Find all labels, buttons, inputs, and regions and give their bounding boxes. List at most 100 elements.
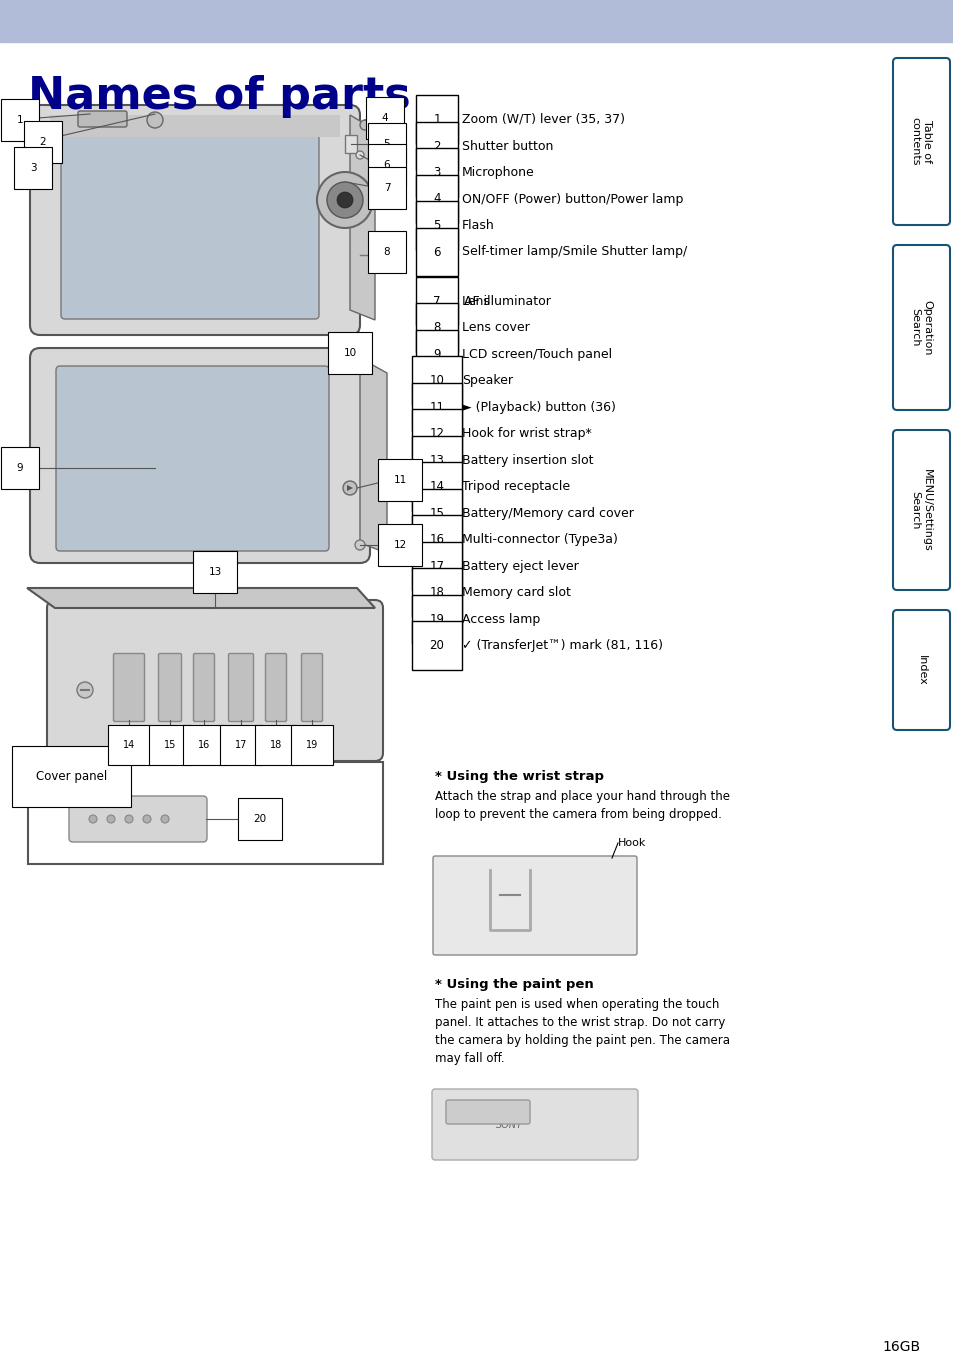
Circle shape: [327, 182, 363, 218]
Text: 12: 12: [429, 427, 444, 439]
Bar: [0, 0, 953, 42]
FancyBboxPatch shape: [47, 600, 382, 761]
Text: 8: 8: [433, 320, 440, 334]
FancyBboxPatch shape: [193, 653, 214, 721]
FancyBboxPatch shape: [78, 111, 127, 127]
Text: 4: 4: [433, 193, 440, 205]
Text: Hook for wrist strap*: Hook for wrist strap*: [461, 427, 591, 439]
Text: 1: 1: [16, 115, 23, 125]
Text: Tripod receptacle: Tripod receptacle: [461, 481, 570, 493]
Text: 14: 14: [429, 481, 444, 493]
Text: Zoom (W/T) lever (35, 37): Zoom (W/T) lever (35, 37): [461, 114, 624, 126]
Text: 5: 5: [433, 219, 440, 231]
Text: 9: 9: [433, 348, 440, 360]
Text: 12: 12: [393, 539, 406, 550]
Circle shape: [333, 366, 336, 370]
Text: AF illuminator: AF illuminator: [463, 294, 550, 308]
FancyBboxPatch shape: [892, 245, 949, 409]
FancyBboxPatch shape: [892, 430, 949, 590]
Text: 11: 11: [393, 475, 406, 485]
Text: 6: 6: [383, 160, 390, 170]
Text: Hook: Hook: [618, 838, 646, 847]
Circle shape: [316, 172, 373, 229]
Circle shape: [50, 131, 56, 138]
FancyBboxPatch shape: [433, 856, 637, 956]
Text: 1: 1: [433, 114, 440, 126]
Text: 2: 2: [40, 137, 47, 146]
Text: 13: 13: [429, 453, 444, 467]
Text: Multi-connector (Type3a): Multi-connector (Type3a): [461, 533, 618, 546]
FancyBboxPatch shape: [56, 366, 329, 550]
Text: LCD screen/Touch panel: LCD screen/Touch panel: [461, 348, 612, 360]
FancyBboxPatch shape: [446, 1101, 530, 1124]
Text: 3: 3: [30, 163, 36, 172]
Polygon shape: [359, 359, 387, 553]
FancyBboxPatch shape: [158, 653, 181, 721]
Text: 17: 17: [234, 741, 247, 750]
Text: ✓ (TransferJet™) mark (81, 116): ✓ (TransferJet™) mark (81, 116): [461, 639, 662, 652]
FancyBboxPatch shape: [30, 348, 370, 563]
FancyBboxPatch shape: [432, 1088, 638, 1160]
Text: 5: 5: [383, 140, 390, 149]
Text: MENU/Settings
Search: MENU/Settings Search: [910, 468, 931, 552]
Text: Cover panel: Cover panel: [36, 769, 107, 783]
Text: 6: 6: [433, 245, 440, 259]
Text: 7: 7: [383, 183, 390, 193]
Text: 3: 3: [433, 166, 440, 179]
Text: Lens cover: Lens cover: [461, 320, 529, 334]
Text: 18: 18: [270, 741, 282, 750]
Text: 15: 15: [164, 741, 176, 750]
Text: ON/OFF (Power) button/Power lamp: ON/OFF (Power) button/Power lamp: [461, 193, 682, 205]
Text: SONY: SONY: [496, 1120, 523, 1129]
Text: Battery/Memory card cover: Battery/Memory card cover: [461, 507, 633, 519]
Text: 19: 19: [429, 612, 444, 626]
Circle shape: [355, 539, 365, 550]
Text: 16: 16: [429, 533, 444, 546]
Text: Self-timer lamp/Smile Shutter lamp/: Self-timer lamp/Smile Shutter lamp/: [461, 245, 686, 259]
Circle shape: [125, 815, 132, 823]
Text: 20: 20: [253, 815, 266, 824]
Text: 10: 10: [429, 374, 444, 387]
Text: 14: 14: [123, 741, 135, 750]
Text: 16GB: 16GB: [882, 1340, 919, 1354]
Circle shape: [161, 815, 169, 823]
Circle shape: [89, 815, 97, 823]
Text: Microphone: Microphone: [461, 166, 535, 179]
Text: 8: 8: [383, 246, 390, 257]
Circle shape: [340, 366, 345, 370]
Circle shape: [107, 815, 115, 823]
Text: Names of parts: Names of parts: [28, 75, 411, 118]
FancyBboxPatch shape: [61, 131, 318, 319]
Text: The paint pen is used when operating the touch
panel. It attaches to the wrist s: The paint pen is used when operating the…: [435, 998, 729, 1065]
Text: Speaker: Speaker: [461, 374, 513, 387]
Circle shape: [143, 815, 151, 823]
FancyBboxPatch shape: [301, 653, 322, 721]
Text: Battery eject lever: Battery eject lever: [461, 560, 578, 572]
Bar: [50, 115, 339, 137]
Bar: [345, 136, 356, 153]
Polygon shape: [350, 115, 375, 320]
Text: 15: 15: [429, 507, 444, 519]
Text: 17: 17: [429, 560, 444, 572]
Circle shape: [359, 120, 370, 130]
Text: 10: 10: [343, 348, 356, 359]
Text: 2: 2: [433, 140, 440, 152]
Text: Operation
Search: Operation Search: [910, 300, 931, 355]
Text: Battery insertion slot: Battery insertion slot: [461, 453, 593, 467]
Text: 9: 9: [16, 463, 23, 474]
Text: 7: 7: [433, 294, 440, 308]
Text: Memory card slot: Memory card slot: [461, 586, 570, 600]
FancyBboxPatch shape: [229, 653, 253, 721]
Text: ► (Playback) button (36): ► (Playback) button (36): [461, 401, 616, 413]
Text: 4: 4: [381, 114, 388, 123]
Text: Shutter button: Shutter button: [461, 140, 553, 152]
Text: * Using the wrist strap: * Using the wrist strap: [435, 769, 603, 783]
Text: 11: 11: [429, 401, 444, 413]
Circle shape: [147, 112, 163, 127]
Text: 20: 20: [429, 639, 444, 652]
FancyBboxPatch shape: [892, 611, 949, 730]
Text: 18: 18: [429, 586, 444, 600]
Circle shape: [343, 481, 356, 496]
Circle shape: [355, 151, 364, 159]
Text: 19: 19: [306, 741, 317, 750]
